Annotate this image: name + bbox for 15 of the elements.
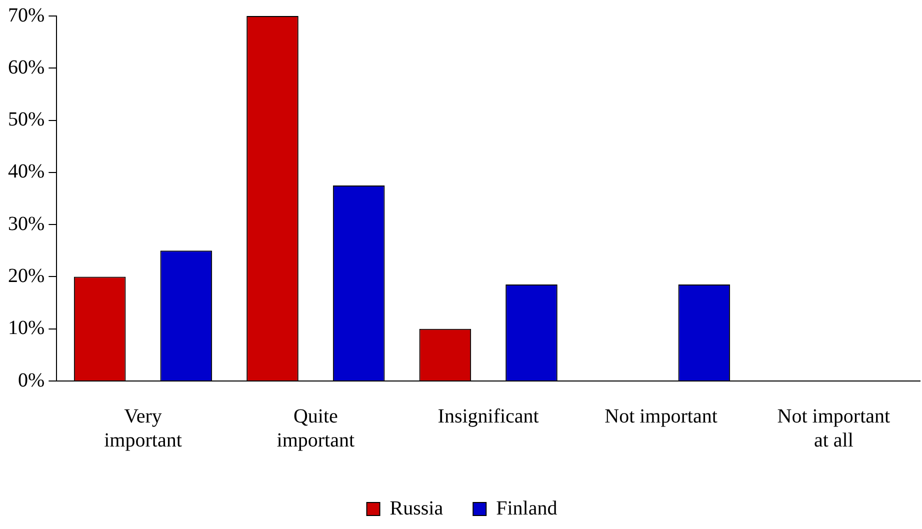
y-tick-label: 60%: [8, 56, 45, 78]
y-tick-label: 50%: [8, 108, 45, 131]
y-tick-label: 40%: [8, 160, 45, 183]
y-tick-label: 0%: [18, 369, 45, 392]
y-tick-label: 30%: [8, 212, 45, 235]
legend-label: Russia: [390, 497, 444, 520]
x-tick-label: Very important: [104, 405, 182, 452]
x-tick-label: Quite important: [276, 405, 355, 452]
y-tick-label: 70%: [8, 4, 45, 26]
x-tick-label: Not important: [604, 405, 718, 428]
x-tick-label: Not important at all: [777, 405, 890, 452]
legend-label: Finland: [496, 497, 558, 520]
y-tick-label: 20%: [8, 264, 45, 287]
x-tick-label: Insignificant: [438, 405, 540, 428]
y-tick-label: 10%: [8, 317, 45, 340]
